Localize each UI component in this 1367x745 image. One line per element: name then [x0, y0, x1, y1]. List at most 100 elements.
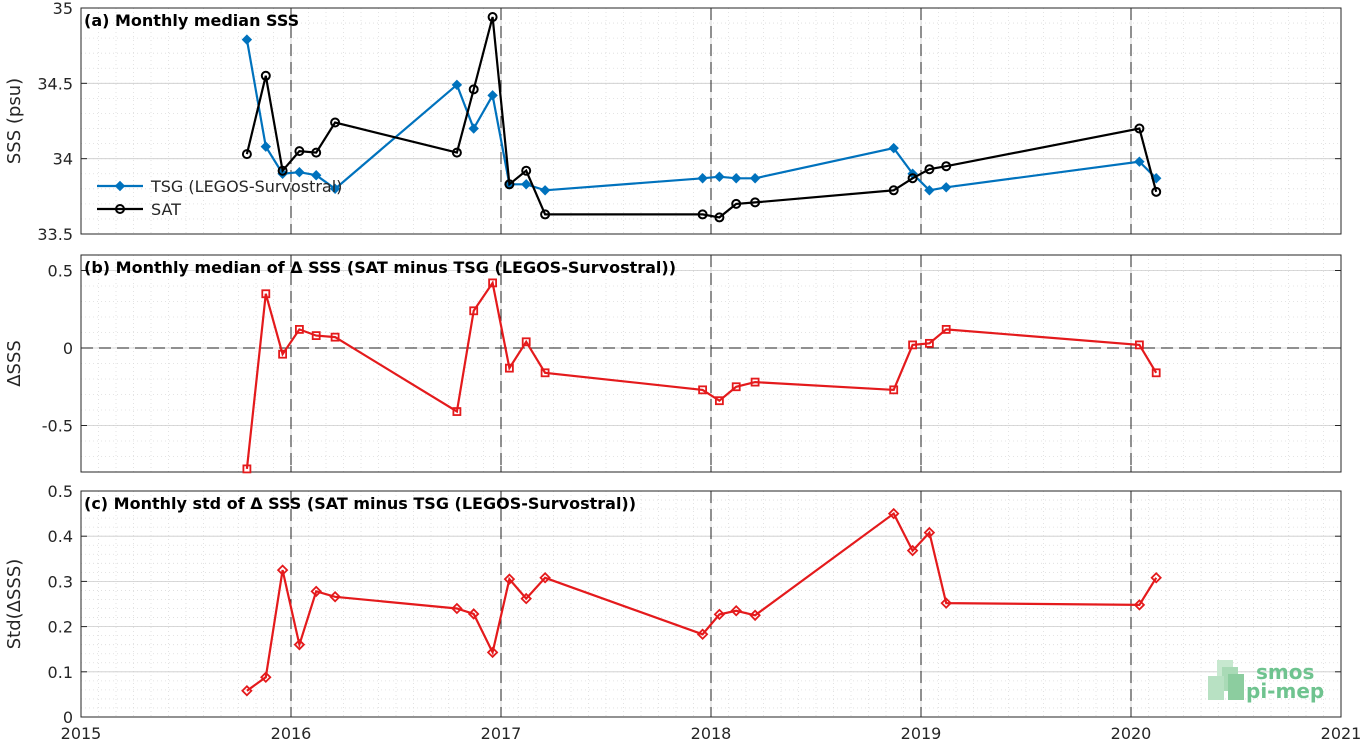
x-tick-label: 2016	[271, 724, 312, 743]
data-point	[487, 90, 498, 101]
data-point	[924, 185, 935, 196]
data-point	[940, 182, 952, 193]
data-point	[115, 204, 125, 214]
data-point	[276, 564, 289, 576]
data-point	[923, 526, 936, 539]
x-tick-label: 2018	[691, 724, 732, 743]
data-point	[1134, 156, 1145, 167]
data-point	[925, 338, 934, 348]
data-point	[329, 183, 341, 195]
data-point	[924, 164, 935, 175]
data-point	[451, 602, 463, 615]
y-tick-label: -0.5	[42, 417, 73, 436]
data-point	[468, 123, 479, 134]
series-line	[246, 511, 1158, 692]
data-point	[241, 149, 252, 160]
data-point	[260, 671, 272, 683]
x-tick-label: 2019	[901, 724, 942, 743]
data-point	[504, 363, 514, 373]
y-tick-label: 0.1	[48, 663, 73, 682]
x-tick-label: 2015	[61, 724, 102, 743]
watermark-logo: smos pi-mep	[1208, 660, 1324, 703]
y-tick-label: 0	[63, 339, 73, 358]
data-point	[539, 572, 551, 584]
data-point	[310, 170, 322, 181]
data-point	[293, 638, 306, 651]
data-point	[310, 585, 322, 598]
data-point	[730, 605, 742, 617]
data-point	[888, 142, 899, 154]
y-tick-label: 0.4	[48, 527, 73, 546]
data-point	[468, 84, 479, 95]
data-point	[940, 597, 952, 609]
data-point	[277, 165, 288, 176]
data-point	[730, 173, 742, 184]
data-point	[750, 377, 760, 387]
y-tick-label: 34	[53, 150, 73, 169]
data-point	[469, 306, 479, 316]
data-point	[714, 212, 725, 223]
data-point	[731, 198, 742, 209]
data-point	[520, 179, 532, 190]
panel-title: (c) Monthly std of Δ SSS (SAT minus TSG …	[84, 494, 636, 513]
y-tick-label: 0	[63, 708, 73, 727]
data-point	[539, 185, 551, 196]
data-point	[749, 609, 761, 622]
data-point	[330, 332, 340, 342]
logo-tile	[1228, 674, 1244, 700]
series-line	[245, 280, 1158, 470]
y-tick-label: 34.5	[37, 74, 73, 93]
data-point	[749, 173, 761, 184]
panel-c: 0 0.1 0.2 0.3 0.4 0.5 2015 2016 2017 2018 2019 2020…	[4, 482, 1361, 743]
data-point	[540, 209, 551, 220]
data-point	[908, 340, 917, 350]
panel-a: 33.5 34 34.5 35 SSS (psu) (a) Monthly median …	[4, 0, 1342, 244]
data-point	[503, 573, 516, 585]
data-point	[294, 146, 305, 157]
data-point	[907, 173, 918, 184]
watermark-line2: pi-mep	[1246, 679, 1324, 703]
data-point	[521, 165, 532, 176]
y-axis-label: Std(ΔSSS)	[4, 559, 25, 650]
data-point	[697, 173, 708, 184]
data-point	[487, 12, 498, 23]
data-point	[329, 590, 341, 603]
y-tick-label: 0.5	[48, 262, 73, 281]
x-tick-label: 2021	[1321, 724, 1362, 743]
data-point	[1151, 368, 1161, 378]
data-point	[713, 608, 726, 621]
y-axis-label: SSS (psu)	[4, 78, 25, 164]
data-point	[261, 289, 271, 299]
series-line	[245, 39, 1157, 192]
watermark-line1: smos	[1256, 660, 1314, 684]
y-tick-label: 0.2	[48, 618, 73, 637]
data-point	[294, 167, 305, 178]
data-point	[467, 608, 480, 620]
data-point	[889, 385, 899, 395]
data-point	[486, 646, 499, 659]
y-axis-label: ΔSSS	[4, 340, 25, 387]
data-point	[696, 628, 709, 641]
data-point	[260, 70, 271, 81]
x-tick-label: 2020	[1111, 724, 1152, 743]
data-point	[241, 685, 253, 697]
data-point	[294, 324, 304, 334]
data-point	[941, 324, 951, 334]
data-point	[488, 278, 498, 288]
data-point	[1150, 572, 1162, 584]
data-point	[731, 382, 741, 392]
data-point	[888, 185, 899, 196]
data-point	[278, 349, 288, 359]
data-point	[941, 161, 952, 172]
data-point	[697, 209, 708, 220]
data-point	[715, 396, 724, 406]
legend-label: SAT	[151, 200, 181, 219]
series-line	[245, 16, 1158, 219]
panel-title: (a) Monthly median SSS	[84, 11, 299, 30]
data-point	[311, 147, 322, 158]
data-point	[114, 180, 126, 192]
y-tick-label: 0.5	[48, 482, 73, 501]
data-point	[1151, 186, 1162, 197]
data-point	[1135, 340, 1144, 350]
data-point	[241, 34, 253, 45]
